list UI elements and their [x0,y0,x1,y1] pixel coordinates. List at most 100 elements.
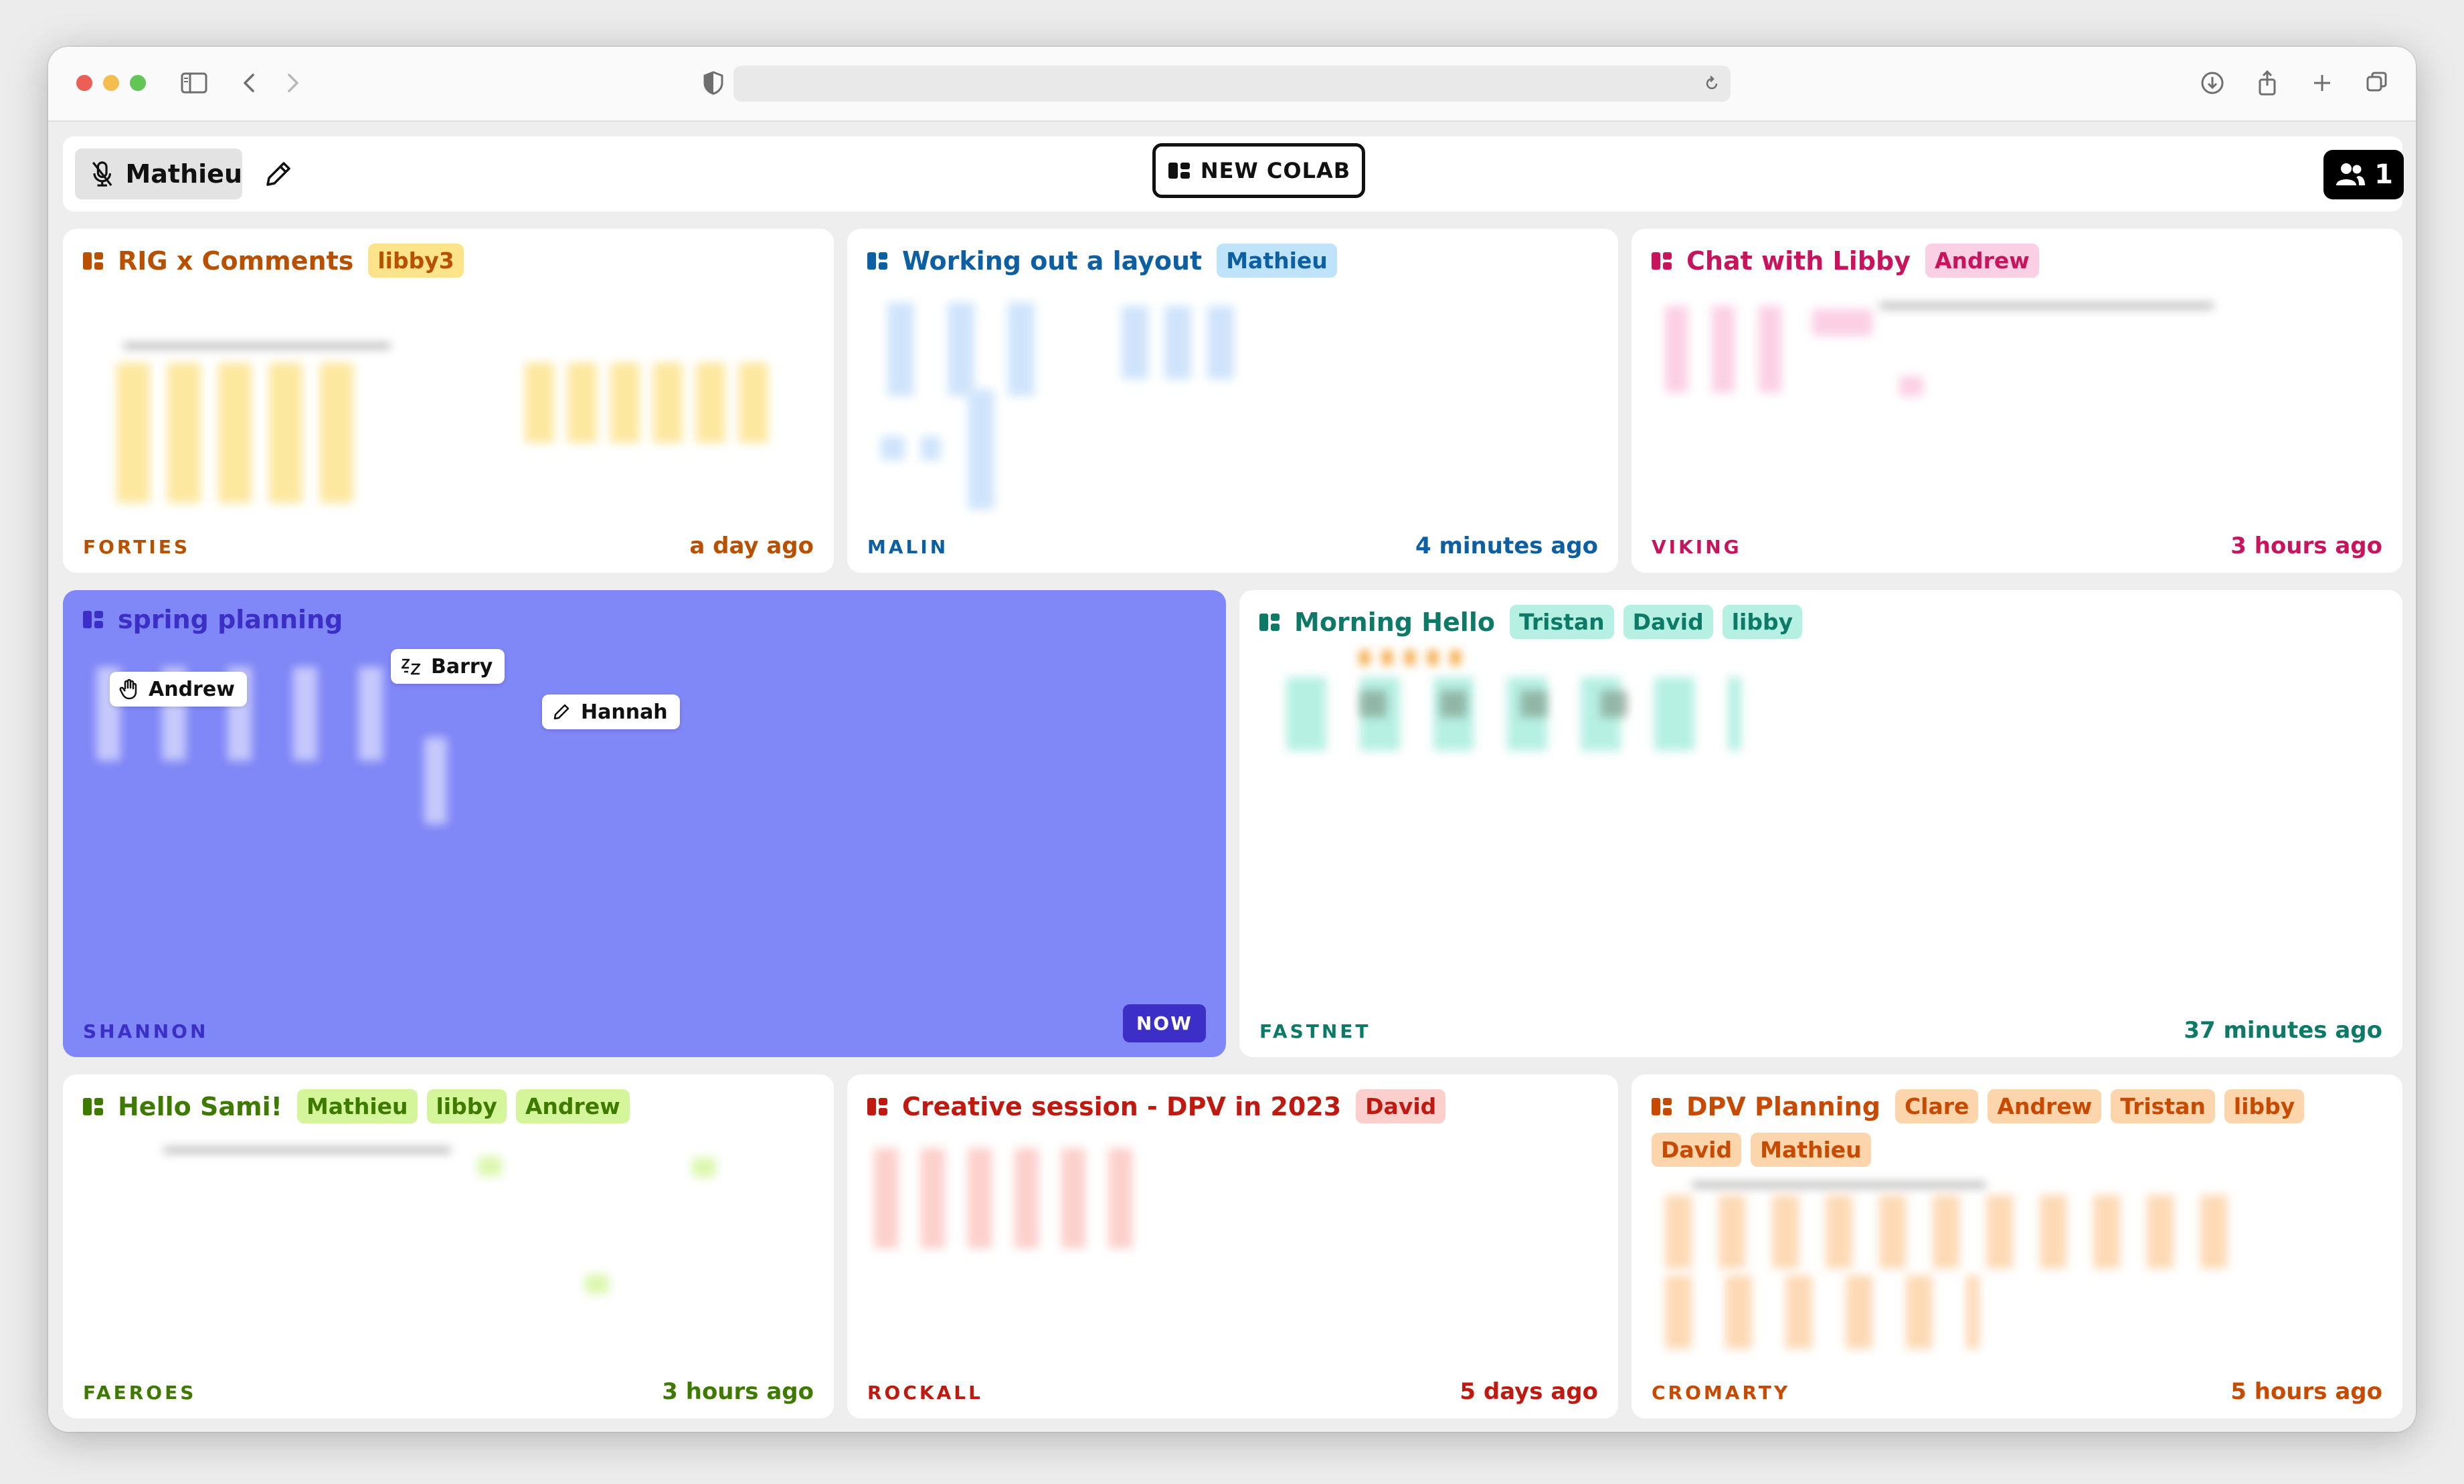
collaborator-cursor-hannah: Hannah [542,694,680,729]
user-name: Mathieu [125,159,242,189]
board-preview [1360,690,1627,717]
room-code: CROMARTY [1652,1382,1791,1404]
board-preview [424,737,447,824]
participant-tag: Andrew [1925,244,2039,278]
board-preview-text [163,1147,451,1153]
participant-tag: David [1623,605,1713,639]
participant-tag: Clare [1895,1089,1979,1123]
board-icon [1168,163,1190,179]
board-preview [692,1157,716,1178]
zoom-window-button[interactable] [130,75,146,91]
last-active-time: a day ago [689,533,814,559]
sidebar-toggle-icon[interactable] [178,67,210,99]
card-title: Chat with Libby [1686,246,1911,276]
board-preview [478,1156,502,1176]
minimize-window-button[interactable] [103,75,119,91]
participant-tag: Tristan [1509,605,1614,639]
board-icon [1652,252,1674,270]
board-icon [867,252,890,270]
download-icon[interactable] [2196,67,2228,99]
board-preview-text [1692,1182,1986,1188]
pencil-icon[interactable] [261,157,296,191]
board-icon [867,1097,890,1115]
pencil-icon [553,704,569,720]
colab-card-faeroes[interactable]: Hello Sami! Mathieu libby Andrew FAEROES… [63,1075,834,1418]
browser-window: Mathieu NEW COLAB 1 RIG x Comments libby… [48,47,2416,1432]
tab-overview-icon[interactable] [2361,67,2393,99]
room-code: FAEROES [83,1382,197,1404]
board-preview [1665,1275,1979,1349]
board-preview [1360,650,1474,665]
board-preview [1899,376,1923,396]
reload-icon[interactable] [1702,74,1721,93]
board-preview [1812,309,1872,336]
colab-card-malin[interactable]: Working out a layout Mathieu MALIN 4 min… [847,229,1618,573]
board-preview [1122,306,1249,379]
back-icon[interactable] [233,67,265,99]
card-title: RIG x Comments [118,246,354,276]
board-preview [525,363,772,443]
sleep-icon [401,658,421,675]
privacy-shield-icon[interactable] [697,67,729,99]
active-now-badge: NOW [1122,1004,1206,1042]
board-icon [1652,1097,1674,1115]
address-bar[interactable] [733,66,1731,102]
colab-card-rockall[interactable]: Creative session - DPV in 2023 David ROC… [847,1075,1618,1418]
board-preview [116,363,371,503]
participant-tag: libby [2224,1089,2305,1123]
board-preview [874,1148,1148,1248]
last-active-time: 4 minutes ago [1415,533,1598,559]
board-preview [968,389,994,510]
close-window-button[interactable] [76,75,92,91]
board-icon [83,611,106,628]
last-active-time: 3 hours ago [2230,533,2382,559]
card-title: spring planning [118,605,343,634]
board-icon [83,252,106,270]
room-code: MALIN [867,536,949,558]
participant-tag: Tristan [2111,1089,2215,1123]
card-title: DPV Planning [1686,1091,1880,1121]
last-active-time: 5 days ago [1460,1378,1598,1405]
board-preview [887,302,1061,396]
colab-card-viking[interactable]: Chat with Libby Andrew VIKING 3 hours ag… [1632,229,2402,573]
participant-tag: libby [1722,605,1803,639]
room-code: FORTIES [83,536,191,558]
collaborator-cursor-andrew: Andrew [110,672,247,707]
colab-card-shannon[interactable]: spring planning Andrew Barry Hannah SHAN… [63,590,1226,1057]
online-count: 1 [2374,159,2393,190]
participant-tag: Andrew [515,1089,630,1123]
collaborator-cursor-barry: Barry [391,649,505,684]
forward-icon[interactable] [277,67,309,99]
colab-card-fastnet[interactable]: Morning Hello Tristan David libby FASTNE… [1239,590,2402,1057]
room-code: FASTNET [1259,1020,1371,1042]
users-icon [2336,163,2366,185]
card-title: Creative session - DPV in 2023 [902,1091,1342,1121]
colab-card-forties[interactable]: RIG x Comments libby3 FORTIES a day ago [63,229,834,573]
browser-toolbar [48,47,2416,122]
board-preview-text [123,343,391,349]
new-tab-icon[interactable] [2306,67,2338,99]
app-header: Mathieu NEW COLAB 1 [63,136,2404,211]
colab-card-cromarty[interactable]: DPV Planning Clare Andrew Tristan libby … [1632,1075,2402,1418]
room-code: SHANNON [83,1020,209,1042]
last-active-time: 37 minutes ago [2184,1017,2382,1044]
participant-tag: David [1652,1133,1742,1167]
participant-tag: Mathieu [1217,244,1337,278]
online-users-button[interactable]: 1 [2323,150,2404,199]
card-title: Morning Hello [1294,607,1495,637]
board-preview [585,1274,609,1294]
participant-tag: David [1356,1089,1446,1123]
board-preview [881,436,941,460]
last-active-time: 3 hours ago [662,1378,814,1405]
share-icon[interactable] [2251,67,2283,99]
board-preview [1665,306,1806,393]
participant-tag: libby3 [368,244,464,278]
participant-tag: Andrew [1988,1089,2102,1123]
card-title: Working out a layout [902,246,1203,276]
room-code: ROCKALL [867,1382,983,1404]
board-preview-text [1879,302,2214,309]
mute-user-button[interactable]: Mathieu [75,149,242,199]
last-active-time: 5 hours ago [2230,1378,2382,1405]
new-colab-button[interactable]: NEW COLAB [1152,143,1365,198]
participant-tag: Mathieu [296,1089,418,1123]
